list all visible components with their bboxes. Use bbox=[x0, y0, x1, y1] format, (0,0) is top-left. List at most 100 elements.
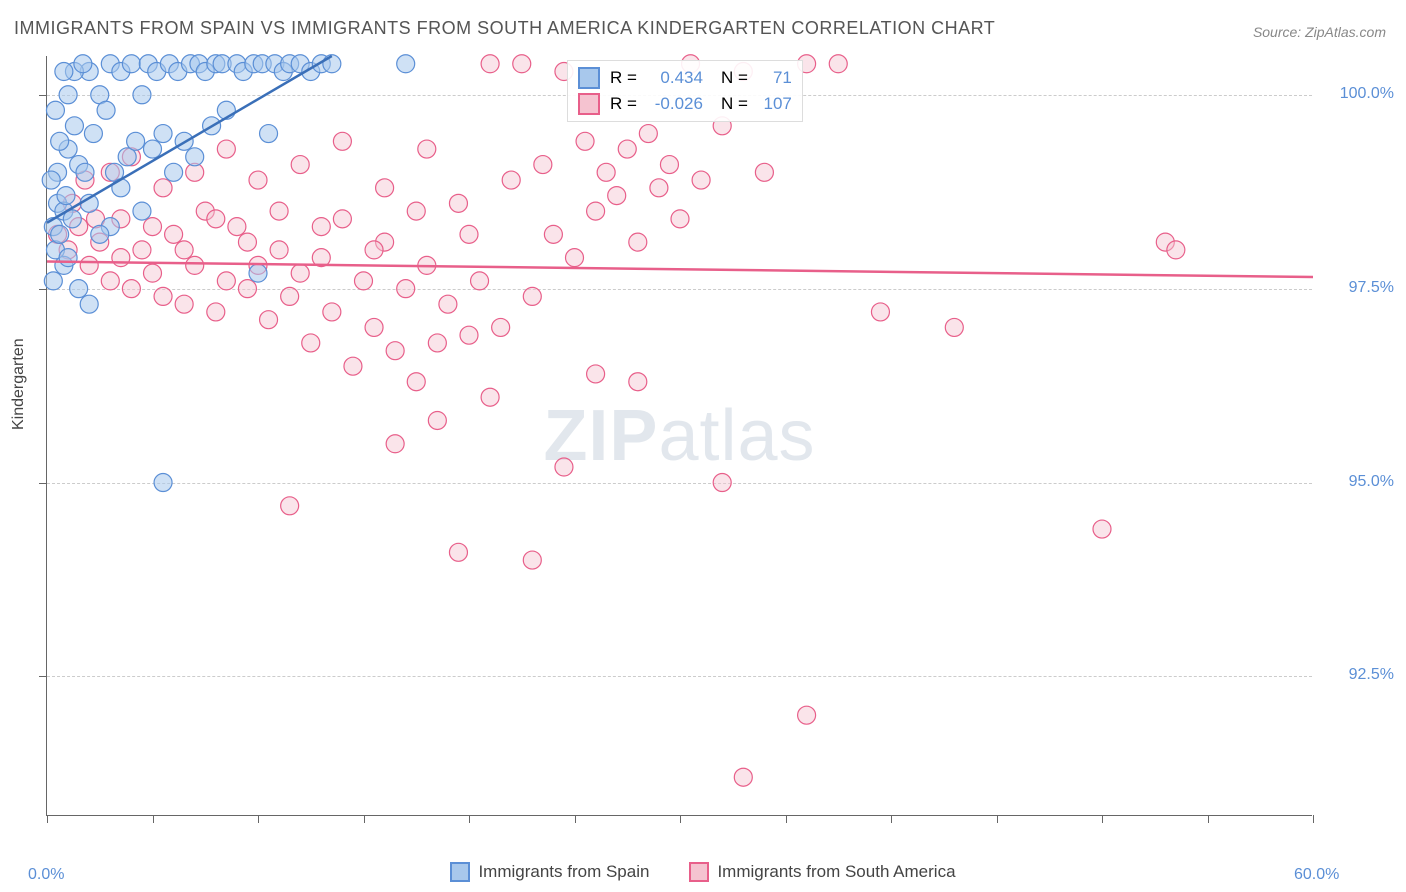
data-point bbox=[471, 272, 489, 290]
data-point bbox=[597, 163, 615, 181]
data-point bbox=[186, 256, 204, 274]
r-value-south-america: -0.026 bbox=[647, 94, 703, 114]
data-point bbox=[217, 272, 235, 290]
x-tick-label: 60.0% bbox=[1294, 866, 1339, 884]
data-point bbox=[460, 326, 478, 344]
data-point bbox=[386, 435, 404, 453]
legend-swatch-south-america-icon bbox=[689, 862, 709, 882]
data-point bbox=[57, 187, 75, 205]
data-point bbox=[460, 225, 478, 243]
data-point bbox=[80, 295, 98, 313]
data-point bbox=[713, 474, 731, 492]
data-point bbox=[587, 365, 605, 383]
data-point bbox=[80, 256, 98, 274]
x-tick-label: 0.0% bbox=[28, 866, 64, 884]
stats-row-south-america: R = -0.026 N = 107 bbox=[578, 91, 792, 117]
data-point bbox=[84, 125, 102, 143]
data-point bbox=[44, 272, 62, 290]
data-point bbox=[566, 249, 584, 267]
data-point bbox=[312, 218, 330, 236]
x-tick bbox=[469, 815, 470, 823]
legend-label-spain: Immigrants from Spain bbox=[478, 862, 649, 882]
legend-item-spain: Immigrants from Spain bbox=[450, 862, 649, 882]
data-point bbox=[544, 225, 562, 243]
data-point bbox=[1167, 241, 1185, 259]
data-point bbox=[55, 63, 73, 81]
data-point bbox=[397, 55, 415, 73]
data-point bbox=[97, 101, 115, 119]
data-point bbox=[734, 768, 752, 786]
data-point bbox=[608, 187, 626, 205]
data-point bbox=[523, 287, 541, 305]
x-tick bbox=[1208, 815, 1209, 823]
data-point bbox=[249, 171, 267, 189]
x-tick bbox=[153, 815, 154, 823]
data-point bbox=[555, 458, 573, 476]
y-tick bbox=[39, 95, 47, 96]
y-tick-label: 95.0% bbox=[1349, 473, 1394, 491]
data-point bbox=[291, 156, 309, 174]
data-point bbox=[386, 342, 404, 360]
data-point bbox=[355, 272, 373, 290]
data-point bbox=[945, 318, 963, 336]
y-tick-label: 97.5% bbox=[1349, 279, 1394, 297]
legend-item-south-america: Immigrants from South America bbox=[689, 862, 955, 882]
x-tick bbox=[364, 815, 365, 823]
data-point bbox=[165, 163, 183, 181]
data-point bbox=[323, 303, 341, 321]
data-point bbox=[513, 55, 531, 73]
r-value-spain: 0.434 bbox=[647, 68, 703, 88]
data-point bbox=[270, 241, 288, 259]
data-point bbox=[133, 202, 151, 220]
data-point bbox=[449, 543, 467, 561]
data-point bbox=[270, 202, 288, 220]
data-point bbox=[376, 179, 394, 197]
swatch-south-america-icon bbox=[578, 93, 600, 115]
source-attribution: Source: ZipAtlas.com bbox=[1253, 24, 1386, 40]
r-label: R = bbox=[610, 94, 637, 114]
data-point bbox=[122, 280, 140, 298]
data-point bbox=[144, 264, 162, 282]
data-point bbox=[333, 132, 351, 150]
data-point bbox=[74, 55, 92, 73]
data-point bbox=[154, 474, 172, 492]
data-point bbox=[59, 249, 77, 267]
data-point bbox=[492, 318, 510, 336]
data-point bbox=[650, 179, 668, 197]
data-point bbox=[133, 241, 151, 259]
data-point bbox=[660, 156, 678, 174]
x-tick bbox=[891, 815, 892, 823]
data-point bbox=[144, 218, 162, 236]
data-point bbox=[260, 311, 278, 329]
data-point bbox=[154, 287, 172, 305]
data-point bbox=[228, 218, 246, 236]
n-label: N = bbox=[721, 68, 748, 88]
n-value-spain: 71 bbox=[758, 68, 792, 88]
y-tick bbox=[39, 676, 47, 677]
data-point bbox=[523, 551, 541, 569]
data-point bbox=[238, 233, 256, 251]
data-point bbox=[122, 55, 140, 73]
swatch-spain-icon bbox=[578, 67, 600, 89]
data-point bbox=[629, 373, 647, 391]
data-point bbox=[871, 303, 889, 321]
data-point bbox=[127, 132, 145, 150]
data-point bbox=[76, 163, 94, 181]
data-point bbox=[186, 148, 204, 166]
data-point bbox=[692, 171, 710, 189]
data-point bbox=[397, 280, 415, 298]
data-point bbox=[618, 140, 636, 158]
data-point bbox=[639, 125, 657, 143]
data-point bbox=[365, 318, 383, 336]
data-point bbox=[154, 125, 172, 143]
data-point bbox=[165, 225, 183, 243]
trend-line bbox=[47, 262, 1313, 278]
data-point bbox=[42, 171, 60, 189]
data-point bbox=[112, 179, 130, 197]
data-point bbox=[407, 202, 425, 220]
data-point bbox=[175, 295, 193, 313]
data-point bbox=[671, 210, 689, 228]
chart-plot-area: ZIPatlas R = 0.434 N = 71 R = -0.026 N =… bbox=[46, 56, 1312, 816]
x-tick bbox=[258, 815, 259, 823]
data-point bbox=[207, 303, 225, 321]
